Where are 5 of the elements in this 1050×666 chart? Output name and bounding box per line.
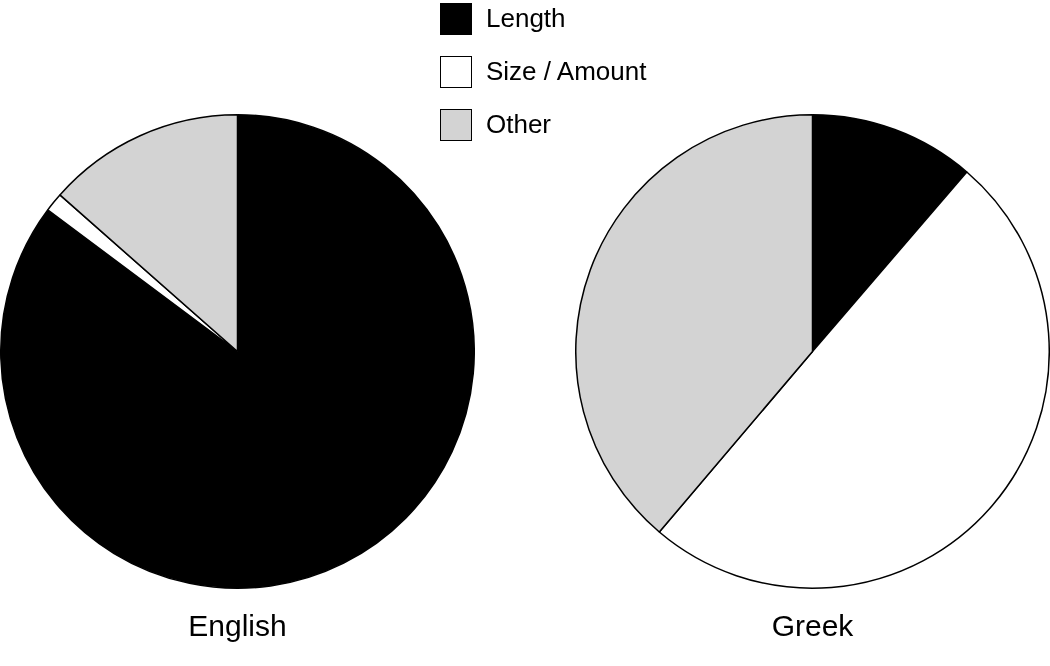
slice-label: English xyxy=(188,609,287,643)
slice-label: Greek xyxy=(771,609,855,643)
legend-label: Other xyxy=(486,109,552,140)
legend-label: Length xyxy=(486,3,566,34)
legend-label: Size / Amount xyxy=(486,56,647,87)
